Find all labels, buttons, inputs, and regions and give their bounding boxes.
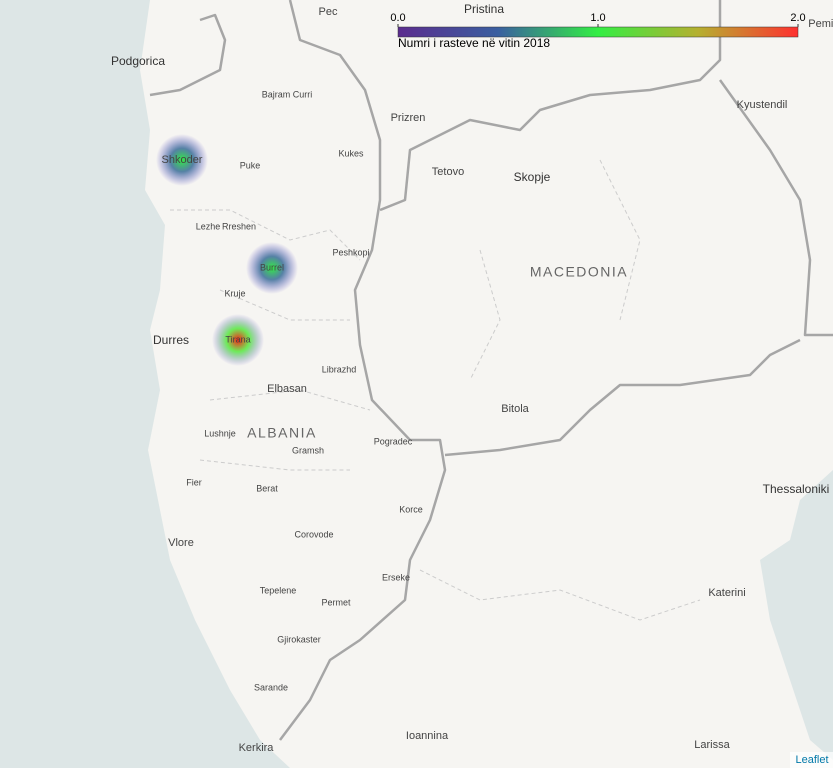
place-label: Podgorica	[111, 54, 165, 68]
place-label: Librazhd	[322, 364, 357, 374]
heat-layer: Shkoder Burrel Tirana	[156, 134, 298, 366]
place-label: Pristina	[464, 2, 504, 16]
place-label: Gramsh	[292, 445, 324, 455]
place-label: Pogradec	[374, 436, 413, 446]
place-label: Gjirokaster	[277, 634, 321, 644]
place-label: Vlore	[168, 537, 194, 549]
place-label: Pemil	[808, 18, 833, 30]
sea	[760, 470, 833, 760]
place-label: Corovode	[294, 529, 333, 539]
place-label: Kerkira	[239, 742, 275, 754]
place-label: Katerini	[708, 587, 745, 599]
place-label: Lezhe	[196, 221, 221, 231]
place-label: Peshkopi	[332, 247, 369, 257]
legend-title: Numri i rasteve në vitin 2018	[398, 36, 550, 50]
heat-spot	[246, 242, 298, 294]
place-label: Tirana	[225, 334, 250, 344]
heat-spot	[212, 314, 264, 366]
place-label: Bitola	[501, 403, 529, 415]
border	[718, 79, 833, 337]
place-label: Kukes	[338, 148, 364, 158]
place-label: Shkoder	[162, 154, 203, 166]
place-label: Permet	[321, 597, 351, 607]
place-label: Ioannina	[406, 730, 449, 742]
place-label: Kyustendil	[737, 99, 788, 111]
place-label: Thessaloniki	[763, 482, 830, 496]
place-label: Kruje	[224, 288, 245, 298]
place-label: Larissa	[694, 739, 730, 751]
place-label: Tetovo	[432, 166, 464, 178]
attribution-bg	[790, 752, 833, 768]
country-label: MACEDONIA	[530, 264, 628, 280]
legend: Numri i rasteve në vitin 2018 0.0 1.0 2.0	[390, 12, 805, 50]
sea	[0, 0, 290, 768]
place-label: Prizren	[391, 112, 426, 124]
place-label: Erseke	[382, 572, 410, 582]
border	[149, 13, 227, 97]
place-label: Elbasan	[267, 383, 307, 395]
attribution[interactable]: Leaflet	[795, 754, 828, 766]
heat-spot	[156, 134, 208, 186]
place-label: Sarande	[254, 682, 288, 692]
place-label: Pec	[319, 6, 338, 18]
place-label: Fier	[186, 477, 202, 487]
place-label: Puke	[240, 160, 261, 170]
place-label: Skopje	[514, 170, 551, 184]
border	[279, 0, 447, 741]
place-label: Berat	[256, 483, 278, 493]
place-label: Tepelene	[260, 585, 297, 595]
place-label: Rreshen	[222, 221, 256, 231]
place-label: Durres	[153, 333, 189, 347]
tick-label: 0.0	[390, 12, 405, 24]
tick-label: 2.0	[790, 12, 805, 24]
place-label: Korce	[399, 504, 423, 514]
place-label: Burrel	[260, 262, 284, 272]
border	[379, 0, 722, 212]
tick-label: 1.0	[590, 12, 605, 24]
country-label: ALBANIA	[247, 425, 317, 441]
place-label: Bajram Curri	[262, 89, 313, 99]
border	[444, 338, 801, 457]
place-labels: Pec Pristina Podgorica Bajram Curri Priz…	[111, 2, 833, 754]
place-label: Lushnje	[204, 428, 236, 438]
district-line	[170, 159, 701, 621]
